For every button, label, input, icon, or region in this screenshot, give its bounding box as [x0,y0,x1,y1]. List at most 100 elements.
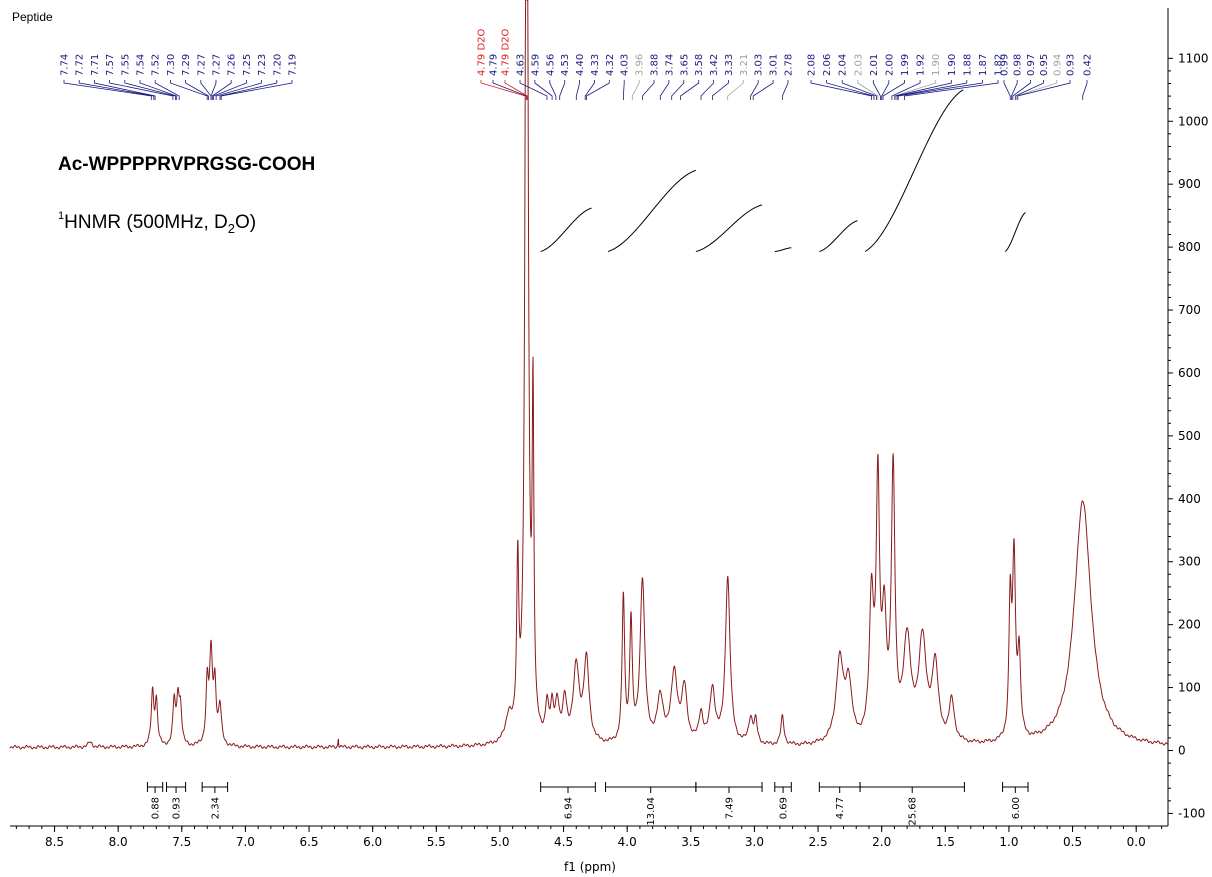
peak-label: 3.01 [769,54,780,76]
y-tick-label: -100 [1178,806,1205,820]
peak-label-leader [891,80,921,100]
peak-label: 3.42 [709,54,720,76]
peak-label-leader [1016,80,1058,100]
integral-label: 13.04 [646,797,657,826]
peak-label-leader [154,80,180,100]
peak-label-leader [882,80,905,100]
integral-curve [1004,212,1026,252]
nmr-conditions: 1HNMR (500MHz, D2O) [58,210,256,236]
peak-label: 2.08 [807,54,818,76]
peak-label-leader [211,80,232,100]
peak-label: 7.27 [196,54,207,76]
peak-label-leader [78,80,155,100]
integral-curves [540,89,1026,253]
integral-label: 25.68 [908,797,919,826]
integral-label: 4.77 [835,797,846,819]
y-tick-label: 400 [1178,492,1201,506]
peak-label: 3.96 [635,54,646,76]
peak-label-leader [215,80,262,100]
peak-label: 7.26 [227,54,238,76]
peak-label-leader [519,80,548,100]
peak-label-leader [810,80,872,100]
y-tick-label: 800 [1178,240,1201,254]
peak-label-leader [857,80,879,100]
peak-label: 4.32 [605,54,616,76]
x-tick-label: 5.5 [427,835,446,849]
integral-label: 6.00 [1011,797,1022,819]
peak-label: 1.92 [916,54,927,76]
peak-label: 3.21 [739,54,750,76]
peak-label-leader [623,80,625,100]
x-tick-label: 1.5 [936,835,955,849]
peak-label: 2.04 [838,54,849,76]
x-tick-label: 4.0 [618,835,637,849]
peak-label: 2.03 [853,54,864,76]
nmr-suffix: O) [235,212,256,233]
peak-label-leader [700,80,714,100]
peak-label: 4.53 [560,54,571,76]
peak-label-leader [1017,80,1071,100]
peak-label: 1.90 [931,54,942,76]
peak-label-leader [896,80,968,100]
peak-label-leader [575,80,580,100]
peak-label: 3.65 [679,54,690,76]
x-tick-label: 6.5 [299,835,318,849]
peak-label: 4.79 D2O [501,28,512,76]
peak-label: 4.79 [489,54,500,76]
peak-label: 3.74 [664,54,675,76]
peak-label: 7.23 [257,54,268,76]
peak-label-leader [894,80,937,100]
peak-label: 7.25 [242,54,253,76]
peak-label-leader [897,80,983,100]
integral-label: 6.94 [564,797,575,819]
peak-label-leader [220,80,293,100]
peak-label-leader [1011,80,1018,100]
integral-label: 7.49 [725,797,736,819]
peak-label-leader [894,80,952,100]
peak-label: 7.29 [181,54,192,76]
spectrum-line [9,0,1169,750]
peak-label: 2.06 [822,54,833,76]
peak-label: 7.30 [166,54,177,76]
peak-labels: 7.74 7.72 7.71 7.57 7.55 7.54 7.52 7.30 7.29 7.27… [60,28,1094,100]
nmr-sup: 1 [58,210,64,222]
x-tick-label: 7.0 [236,835,255,849]
peak-label-leader [584,80,595,100]
peak-label-leader [752,80,774,100]
spectrum-trace [9,0,1169,750]
peak-label-leader [480,80,526,100]
peak-label: 3.33 [724,54,735,76]
y-tick-label: 500 [1178,429,1201,443]
nmr-sub: 2 [228,221,235,236]
peak-label-leader [1012,80,1031,100]
peak-label-leader [872,80,881,100]
peak-label-leader [1082,80,1088,100]
peak-label-leader [109,80,174,100]
x-tick-label: 8.5 [45,835,64,849]
peak-label-leader [1003,80,1011,100]
peak-label-leader [124,80,176,100]
peak-label: 4.40 [575,54,586,76]
peak-label-leader [549,80,557,100]
peak-label-leader [534,80,553,100]
peak-label: 7.54 [136,54,147,76]
peak-label-leader [185,80,209,100]
peak-label-leader [782,80,789,100]
x-tick-label: 0.5 [1063,835,1082,849]
y-tick-label: 700 [1178,303,1201,317]
peak-label: 0.94 [1052,54,1063,76]
peak-label-leader [586,80,610,100]
peak-label-leader [631,80,640,100]
x-tick-label: 5.0 [490,835,509,849]
peak-label: 4.63 [516,54,527,76]
integral-label: 2.34 [210,797,221,819]
peak-label-leader [680,80,700,100]
peak-label: 2.78 [784,54,795,76]
peak-label-leader [712,80,729,100]
peak-label: 4.59 [530,54,541,76]
integral-label: 0.88 [151,797,162,819]
x-axis-label: f1 (ppm) [564,860,616,874]
peak-label: 1.87 [978,54,989,76]
